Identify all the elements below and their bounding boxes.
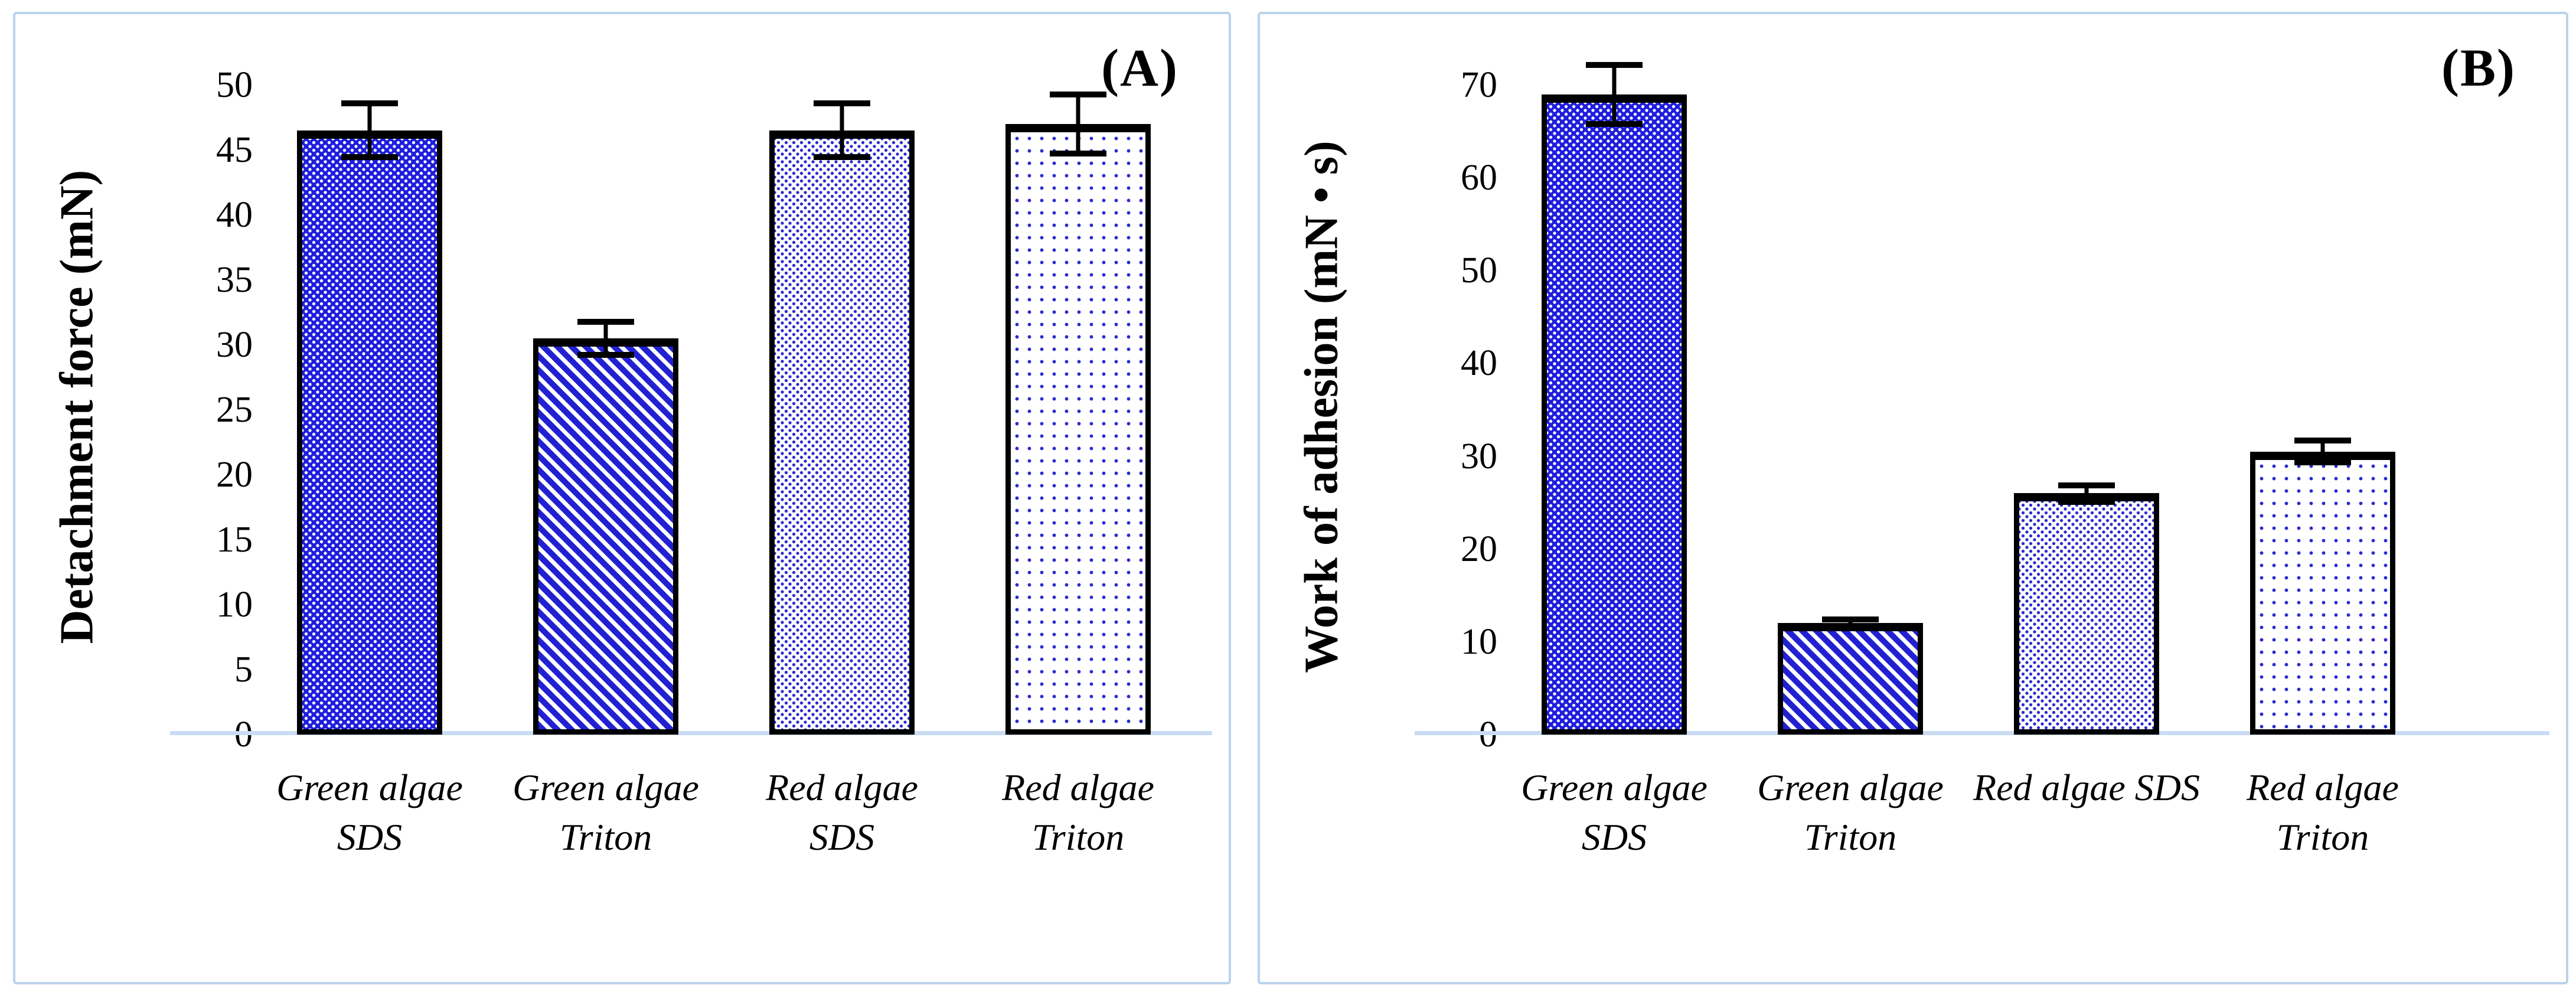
y-tick-label: 5 bbox=[234, 650, 253, 690]
error-bar bbox=[1050, 92, 1106, 156]
error-bar-cap bbox=[1050, 151, 1106, 156]
bar-slot bbox=[1968, 85, 2205, 735]
error-bar-cap bbox=[814, 100, 870, 106]
error-bar-cap bbox=[1050, 92, 1106, 97]
panel-b: (B) Work of adhesion (mN • s) 0102030405… bbox=[1258, 12, 2568, 984]
error-bar-line bbox=[367, 100, 372, 160]
error-bar bbox=[1822, 616, 1879, 629]
y-tick-label: 30 bbox=[216, 325, 253, 365]
bar-slot bbox=[252, 85, 488, 735]
error-bar-line bbox=[603, 319, 608, 358]
bar-slot bbox=[488, 85, 724, 735]
error-bar bbox=[577, 319, 634, 358]
error-bar-cap bbox=[1822, 624, 1879, 629]
error-bar-cap bbox=[2294, 459, 2351, 465]
plot-area bbox=[1496, 62, 2441, 735]
y-tick-label: 40 bbox=[216, 195, 253, 235]
error-bar-cap bbox=[341, 154, 398, 160]
bar-red-algae-triton bbox=[1005, 124, 1151, 735]
error-bar-line bbox=[1612, 62, 1617, 127]
y-tick-label: 45 bbox=[216, 130, 253, 170]
y-axis-title: Detachment force (mN) bbox=[51, 169, 103, 644]
y-tick-label: 50 bbox=[216, 65, 253, 105]
x-axis-labels: Green algae SDS Green algae Triton Red algae… bbox=[1496, 763, 2441, 863]
y-tick-label: 10 bbox=[216, 585, 253, 625]
x-category-label: Red algae SDS bbox=[766, 766, 918, 859]
x-axis-baseline bbox=[1415, 731, 2549, 735]
y-tick-label: 70 bbox=[1461, 65, 1497, 105]
y-axis-ticks: 010203040506070 bbox=[1402, 67, 1502, 753]
bar-red-algae-sds bbox=[769, 131, 915, 735]
plot-area bbox=[252, 85, 1196, 735]
error-bar-cap bbox=[341, 100, 398, 106]
error-bar-line bbox=[1076, 92, 1080, 156]
bar-green-algae-triton bbox=[1778, 623, 1923, 735]
error-bar-cap bbox=[2294, 438, 2351, 443]
error-bar bbox=[2058, 482, 2115, 505]
error-bar bbox=[341, 100, 398, 160]
y-tick-label: 15 bbox=[216, 520, 253, 560]
error-bar-line bbox=[2320, 438, 2325, 465]
y-tick-label: 60 bbox=[1461, 158, 1497, 198]
bar-green-algae-sds bbox=[1542, 94, 1687, 735]
bar-slot bbox=[1732, 85, 1968, 735]
x-category-label: Red algae Triton bbox=[2247, 766, 2399, 859]
panel-letter: (A) bbox=[1101, 39, 1178, 97]
bar-red-algae-sds bbox=[2014, 493, 2159, 735]
error-bar bbox=[2294, 438, 2351, 465]
bar-red-algae-triton bbox=[2250, 452, 2395, 735]
y-tick-label: 10 bbox=[1461, 621, 1497, 662]
error-bar bbox=[1586, 62, 1643, 127]
x-category-label: Red algae Triton bbox=[1002, 766, 1154, 859]
error-bar-cap bbox=[577, 352, 634, 358]
x-axis-baseline bbox=[170, 731, 1212, 735]
bar-slot bbox=[960, 85, 1196, 735]
error-bar-cap bbox=[2058, 499, 2115, 505]
y-axis-ticks: 05101520253035404550 bbox=[157, 67, 257, 753]
x-category-label: Green algae Triton bbox=[512, 766, 699, 859]
x-category-label: Green algae SDS bbox=[276, 766, 463, 859]
y-tick-label: 35 bbox=[216, 260, 253, 300]
error-bar-cap bbox=[1822, 616, 1879, 622]
y-tick-label: 30 bbox=[1461, 436, 1497, 477]
y-tick-label: 50 bbox=[1461, 250, 1497, 291]
x-category-label: Green algae SDS bbox=[1521, 766, 1707, 859]
error-bar-cap bbox=[814, 154, 870, 160]
error-bar bbox=[814, 100, 870, 160]
y-tick-label: 25 bbox=[216, 390, 253, 430]
y-axis-title: Work of adhesion (mN • s) bbox=[1295, 141, 1348, 673]
error-bar-cap bbox=[1586, 62, 1643, 68]
error-bar-line bbox=[840, 100, 844, 160]
bar-slot bbox=[2205, 85, 2441, 735]
y-tick-label: 40 bbox=[1461, 343, 1497, 384]
x-category-label: Red algae SDS bbox=[1973, 766, 2200, 808]
error-bar-line bbox=[2084, 482, 2089, 505]
x-category-label: Green algae Triton bbox=[1757, 766, 1944, 859]
bar-green-algae-sds bbox=[297, 131, 442, 735]
bar-slot bbox=[1496, 62, 1732, 735]
error-bar-cap bbox=[1586, 121, 1643, 127]
panel-letter: (B) bbox=[2441, 39, 2516, 97]
bar-green-algae-triton bbox=[533, 338, 678, 735]
error-bar-line bbox=[1848, 616, 1853, 629]
y-tick-label: 20 bbox=[216, 455, 253, 495]
y-tick-label: 20 bbox=[1461, 529, 1497, 569]
x-axis-labels: Green algae SDS Green algae Triton Red algae… bbox=[252, 763, 1196, 863]
panel-a: (A) Detachment force (mN) 05101520253035… bbox=[13, 12, 1231, 984]
bar-slot bbox=[724, 85, 960, 735]
error-bar-cap bbox=[2058, 482, 2115, 488]
error-bar-cap bbox=[577, 319, 634, 325]
